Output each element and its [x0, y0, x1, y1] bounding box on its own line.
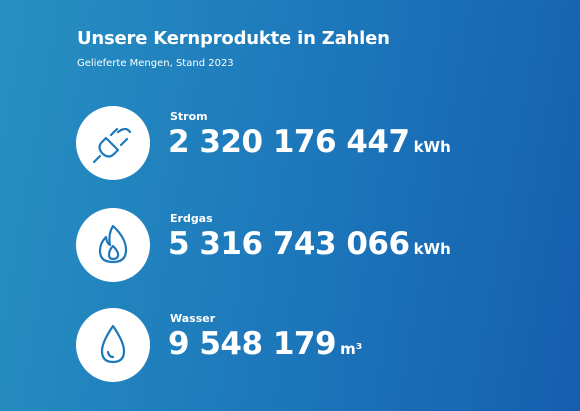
label: Wasser	[170, 312, 216, 325]
label: Strom	[170, 110, 208, 123]
unit: m³	[340, 340, 363, 358]
amount: 2 320 176 447	[168, 124, 410, 160]
item: Strom 2 320 176 447 kWh	[76, 106, 556, 186]
value: 9 548 179 m³	[168, 326, 362, 362]
label: Erdgas	[170, 212, 213, 225]
unit: kWh	[413, 138, 451, 156]
subtitle: Gelieferte Mengen, Stand 2023	[77, 58, 234, 69]
item: Wasser 9 548 179 m³	[76, 308, 556, 388]
title: Unsere Kernprodukte in Zahlen	[77, 28, 390, 49]
unit: kWh	[413, 240, 451, 258]
amount: 5 316 743 066	[168, 226, 410, 262]
value: 2 320 176 447 kWh	[168, 124, 451, 160]
icon-flame	[76, 208, 150, 282]
amount: 9 548 179	[168, 326, 337, 362]
icon-drop	[76, 308, 150, 382]
value: 5 316 743 066 kWh	[168, 226, 451, 262]
item: Erdgas 5 316 743 066 kWh	[76, 208, 556, 288]
icon-plug	[76, 106, 150, 180]
